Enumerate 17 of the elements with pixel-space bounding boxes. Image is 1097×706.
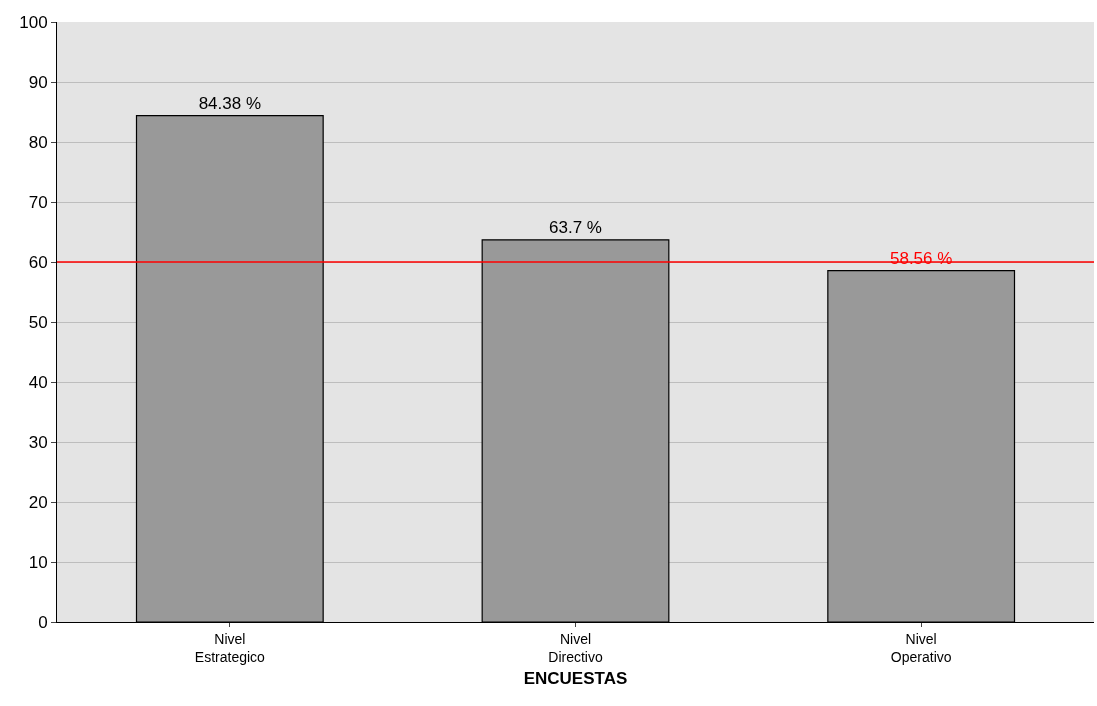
x-axis-title: ENCUESTAS: [523, 669, 628, 689]
y-tick-label: 100: [19, 12, 48, 32]
y-tick-label: 20: [28, 492, 48, 512]
data-label: 63.7 %: [549, 217, 602, 237]
y-tick-label: 90: [28, 72, 48, 92]
x-tick-label: Nivel Directivo: [548, 630, 603, 665]
y-tick-label: 50: [28, 312, 48, 332]
y-tick-label: 10: [28, 552, 48, 572]
data-label: 84.38 %: [198, 93, 262, 113]
y-tick-label: 60: [28, 252, 48, 272]
x-tick-label: Nivel Estrategico: [194, 630, 266, 665]
y-tick-label: 80: [28, 132, 48, 152]
x-tick-label: Nivel Operativo: [890, 630, 952, 665]
y-tick-label: 0: [38, 612, 48, 632]
y-tick-label: 40: [28, 372, 48, 392]
y-tick-label: 30: [28, 432, 48, 452]
y-tick-label: 70: [28, 192, 48, 212]
